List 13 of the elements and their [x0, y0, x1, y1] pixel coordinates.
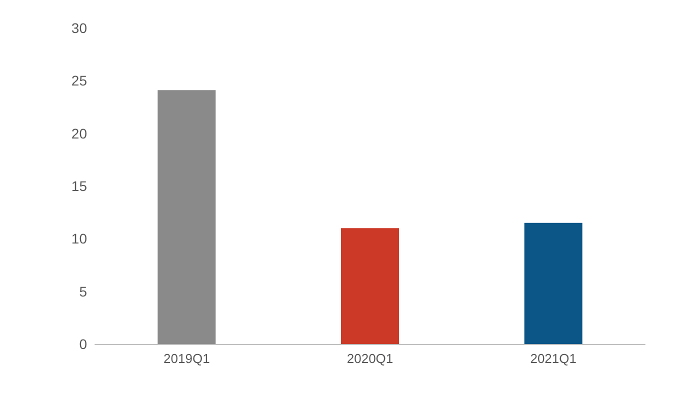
y-tick-label: 5: [79, 283, 88, 300]
x-tick-label: 2020Q1: [346, 351, 394, 366]
bar: [341, 228, 399, 344]
x-tick-label: 2021Q1: [530, 351, 576, 366]
bar: [524, 222, 582, 344]
y-tick-label: 25: [71, 72, 88, 89]
bar: [158, 90, 216, 344]
y-tick-label: 15: [71, 178, 88, 194]
y-tick-label: 10: [71, 230, 88, 247]
y-tick-label: 30: [71, 20, 88, 36]
x-tick-label: 2019Q1: [164, 351, 210, 366]
y-tick-label: 0: [79, 336, 88, 352]
y-tick-label: 20: [71, 125, 88, 142]
